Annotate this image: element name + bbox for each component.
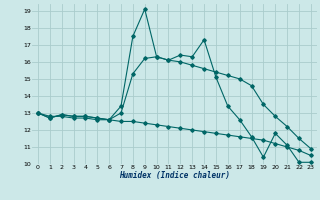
X-axis label: Humidex (Indice chaleur): Humidex (Indice chaleur)	[119, 171, 230, 180]
